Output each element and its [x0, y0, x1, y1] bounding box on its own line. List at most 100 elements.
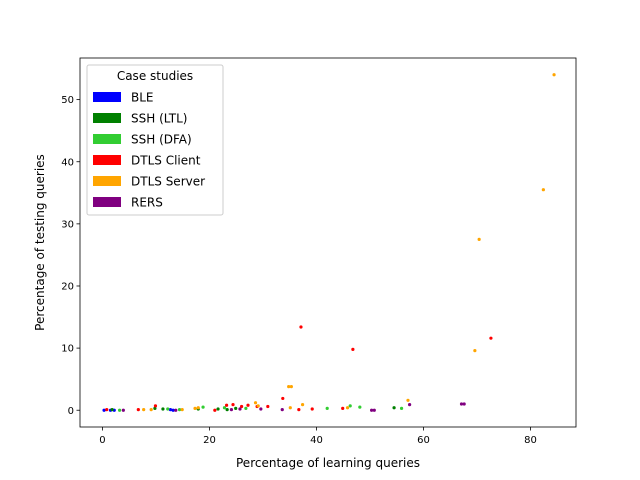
data-point [171, 408, 175, 412]
data-point [392, 406, 396, 410]
data-point [180, 408, 184, 412]
data-point [193, 406, 197, 410]
x-tick-label: 0 [99, 435, 105, 446]
data-point [253, 401, 258, 405]
data-point [477, 237, 481, 241]
data-point [166, 407, 170, 411]
data-point [153, 404, 158, 408]
series-4-points [142, 73, 556, 412]
data-point [121, 408, 125, 412]
data-point [358, 405, 362, 409]
data-point [174, 408, 178, 412]
data-point [299, 325, 303, 329]
y-axis-label: Percentage of testing queries [33, 154, 47, 331]
data-point [351, 347, 355, 351]
data-point [370, 408, 374, 412]
data-point [216, 407, 220, 411]
data-point [287, 385, 291, 389]
y-tick-label: 10 [61, 344, 74, 355]
data-point [310, 407, 314, 411]
data-point [234, 406, 238, 410]
data-point [149, 408, 153, 412]
x-tick-label: 80 [524, 435, 537, 446]
data-point [341, 406, 345, 410]
data-point [288, 406, 292, 410]
data-point [136, 408, 140, 412]
legend-swatch [93, 176, 121, 186]
series-5-points [121, 402, 466, 412]
legend-label: DTLS Server [131, 175, 205, 189]
data-point [289, 385, 293, 389]
y-tick-label: 40 [61, 157, 74, 168]
data-point [406, 398, 410, 402]
data-point [153, 406, 157, 410]
data-point [297, 408, 301, 412]
data-point [372, 408, 376, 412]
data-point [473, 348, 477, 353]
data-point [231, 403, 235, 407]
data-point [117, 408, 122, 412]
data-point [462, 402, 466, 406]
y-tick-label: 0 [68, 406, 74, 417]
data-point [459, 402, 464, 406]
data-point [552, 73, 556, 77]
legend-label: SSH (DFA) [131, 133, 192, 147]
plot-frame [79, 57, 577, 428]
data-point [345, 406, 350, 410]
series-3-points [105, 325, 493, 412]
legend-items: BLE SSH (LTL) SSH (DFA) DTLS Client DTLS Ser… [93, 91, 205, 210]
data-point [280, 408, 284, 412]
data-point [222, 406, 227, 410]
data-point [238, 407, 242, 411]
data-point [246, 403, 250, 407]
data-point [105, 408, 109, 412]
legend-label: SSH (LTL) [131, 112, 187, 126]
data-point [142, 408, 146, 412]
data-point [300, 403, 305, 407]
data-point [259, 407, 263, 411]
data-point [407, 403, 412, 407]
series-1-points [110, 406, 396, 412]
data-point [110, 408, 114, 412]
data-point [489, 336, 493, 340]
data-point [399, 406, 404, 410]
data-point [229, 408, 234, 412]
data-point [348, 404, 352, 408]
data-point [239, 404, 244, 409]
data-point [541, 188, 545, 192]
series-2-points [117, 404, 404, 412]
data-point [266, 404, 270, 409]
data-point [201, 405, 205, 409]
legend-swatch [93, 134, 121, 144]
legend-swatch [93, 197, 121, 207]
legend-title: Case studies [117, 69, 193, 83]
y-axis-ticks: 0 10 20 30 40 50 [61, 95, 80, 417]
legend-label: RERS [131, 196, 163, 210]
x-axis-ticks: 0 20 40 60 80 [99, 427, 537, 446]
data-point [325, 406, 329, 410]
data-point [281, 396, 285, 401]
legend: Case studies BLE SSH (LTL) SSH (DFA) DTLS C… [86, 64, 224, 216]
y-tick-label: 50 [61, 95, 74, 106]
data-point [168, 408, 173, 412]
data-point [225, 403, 229, 407]
y-tick-label: 30 [61, 219, 74, 230]
data-point [213, 408, 217, 412]
legend-swatch [93, 155, 121, 165]
data-point [177, 408, 182, 412]
x-tick-label: 60 [417, 435, 430, 446]
legend-swatch [93, 92, 121, 102]
data-point [225, 408, 229, 412]
data-point [256, 404, 260, 408]
legend-swatch [93, 113, 121, 123]
data-point [244, 406, 248, 410]
plot-area [102, 73, 556, 412]
data-point [196, 406, 200, 410]
x-tick-label: 20 [203, 435, 216, 446]
y-tick-label: 20 [61, 282, 74, 293]
x-tick-label: 40 [310, 435, 323, 446]
legend-label: BLE [131, 91, 154, 105]
legend-label: DTLS Client [131, 154, 201, 168]
data-point [102, 408, 106, 412]
